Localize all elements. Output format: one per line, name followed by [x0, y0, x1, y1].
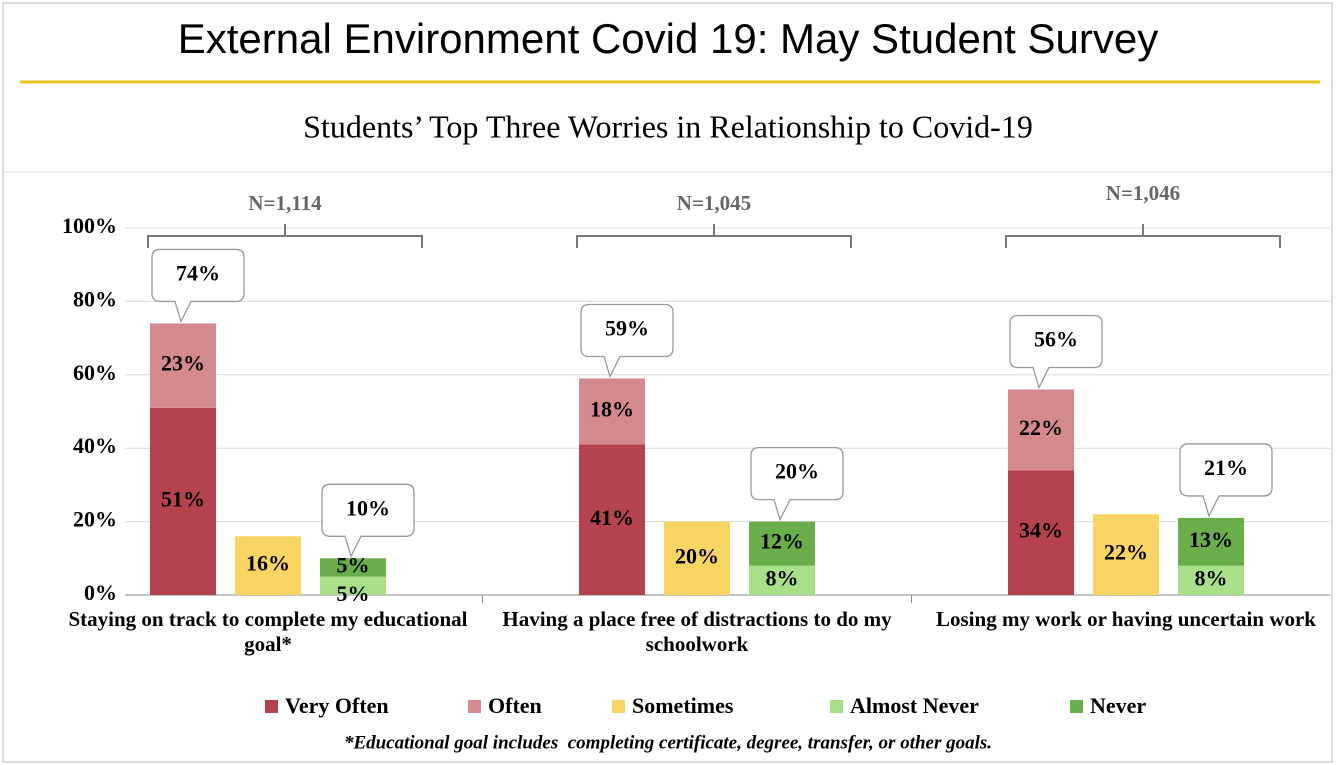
bar-segment: [1178, 517, 1244, 566]
bar-segment: [579, 444, 645, 595]
bar-segment: [150, 323, 216, 408]
legend-swatch: [468, 700, 481, 713]
data-label: 23%: [161, 351, 205, 376]
data-label: 8%: [766, 565, 799, 590]
callout-label: 20%: [775, 459, 819, 484]
callout-box: [321, 483, 415, 559]
bar-segment: [1008, 470, 1074, 595]
bar-segment: [579, 378, 645, 445]
chart-title: Students’ Top Three Worries in Relations…: [303, 108, 1033, 144]
data-label: 13%: [1189, 527, 1233, 552]
legend-swatch: [265, 700, 278, 713]
legend-label: Sometimes: [632, 693, 734, 718]
data-label: 51%: [161, 486, 205, 511]
y-tick-label: 40%: [73, 433, 117, 458]
bar-segment: [664, 521, 730, 595]
callout-label: 10%: [346, 495, 390, 520]
bar-segment: [749, 521, 815, 566]
callout-box: [580, 303, 674, 379]
legend-swatch: [612, 700, 625, 713]
x-tick-label-box: Staying on track to complete my educatio…: [68, 607, 468, 656]
legend-label: Never: [1090, 693, 1146, 718]
callout-box: [151, 248, 245, 324]
bar-segment: [1178, 565, 1244, 595]
data-label: 18%: [590, 397, 634, 422]
data-label: 5%: [337, 553, 370, 578]
group-label: N=1,114: [248, 191, 322, 215]
legend-label: Often: [488, 693, 542, 718]
x-tick-label-box: Losing my work or having uncertain work: [936, 607, 1316, 631]
group-bracket: [576, 224, 852, 248]
bar-segment: [1008, 389, 1074, 471]
bar-segment: [150, 407, 216, 595]
y-tick-label: 100%: [62, 213, 117, 238]
callout-label: 21%: [1204, 455, 1248, 480]
data-label: 12%: [760, 529, 804, 554]
data-label: 22%: [1019, 415, 1063, 440]
bar-segment: [235, 536, 301, 595]
callout-box: [1009, 314, 1103, 390]
group-bracket: [147, 224, 423, 248]
group-bracket: [1005, 224, 1281, 248]
data-label: 41%: [590, 505, 634, 530]
data-label: 5%: [337, 581, 370, 606]
data-label: 34%: [1019, 518, 1063, 543]
bar-segment: [749, 565, 815, 595]
legend-label: Almost Never: [850, 693, 979, 718]
callout-box: [750, 446, 844, 522]
data-label: 20%: [675, 543, 719, 568]
y-tick-label: 0%: [84, 580, 117, 605]
legend-swatch: [1070, 700, 1083, 713]
legend-label: Very Often: [285, 693, 389, 718]
callout-label: 74%: [176, 260, 220, 285]
bar-segment: [1093, 514, 1159, 595]
y-tick-label: 60%: [73, 360, 117, 385]
x-tick-label: Staying on track to complete my educatio…: [68, 607, 468, 656]
bar-segment: [320, 558, 386, 577]
x-tick-label-box: Having a place free of distractions to d…: [502, 607, 892, 656]
callout-box: [1179, 443, 1273, 518]
group-label: N=1,045: [677, 191, 751, 215]
y-tick-label: 80%: [73, 286, 117, 311]
legend-swatch: [830, 700, 843, 713]
bar-segment: [320, 576, 386, 595]
callout-label: 59%: [605, 316, 649, 341]
x-tick-label: Losing my work or having uncertain work: [936, 607, 1316, 631]
page-title: External Environment Covid 19: May Stude…: [178, 15, 1158, 62]
footnote: *Educational goal includes completing ce…: [344, 732, 992, 753]
group-label: N=1,046: [1106, 181, 1180, 205]
x-tick-label: Having a place free of distractions to d…: [502, 607, 892, 656]
data-label: 22%: [1104, 540, 1148, 565]
y-tick-label: 20%: [73, 507, 117, 532]
data-label: 8%: [1195, 565, 1228, 590]
callout-label: 56%: [1034, 327, 1078, 352]
data-label: 16%: [246, 551, 290, 576]
